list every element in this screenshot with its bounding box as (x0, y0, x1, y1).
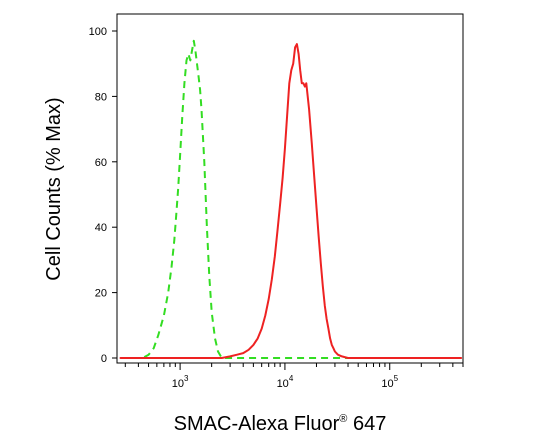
y-tick-label: 60 (95, 157, 107, 169)
x-axis-ticks: 103 104 105 (124, 363, 464, 390)
y-axis-ticks: 0 20 40 60 80 100 (89, 26, 117, 365)
plot-frame (116, 13, 464, 364)
y-tick-label: 80 (95, 91, 107, 103)
x-tick-label: 103 (172, 374, 189, 390)
x-tick-exponent: 5 (394, 374, 399, 383)
x-axis-title-suffix: 647 (347, 413, 386, 435)
x-axis-title-main: SMAC-Alexa Fluor (174, 413, 340, 435)
series-curve-1 (120, 39, 462, 359)
x-axis-title-registered-mark: ® (339, 413, 347, 425)
series-curve-2 (119, 43, 463, 359)
x-tick-label: 105 (381, 374, 398, 390)
x-tick-base: 10 (381, 378, 393, 390)
series-layer (119, 39, 463, 359)
x-tick-base: 10 (172, 378, 184, 390)
x-tick-label: 104 (277, 374, 294, 390)
x-tick-exponent: 4 (289, 374, 294, 383)
y-tick-label: 100 (89, 26, 107, 38)
x-tick-base: 10 (277, 378, 289, 390)
y-tick-label: 40 (95, 222, 107, 234)
x-axis-title: SMAC-Alexa Fluor® 647 (174, 413, 387, 435)
x-tick-exponent: 3 (184, 374, 189, 383)
y-tick-label: 0 (101, 353, 107, 365)
y-tick-label: 20 (95, 288, 107, 300)
y-axis-title: Cell Counts (% Max) (43, 97, 65, 280)
